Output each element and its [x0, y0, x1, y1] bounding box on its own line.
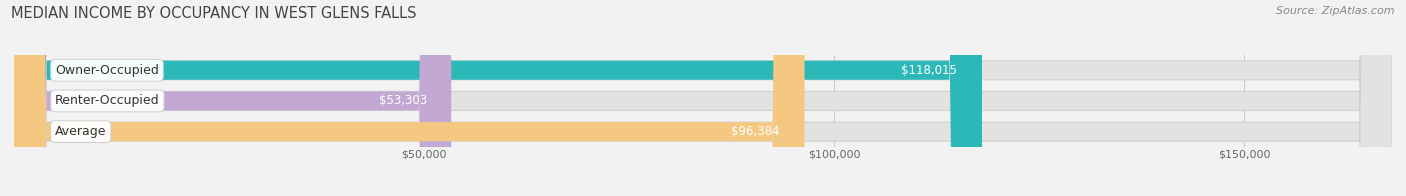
Text: $118,015: $118,015	[901, 64, 957, 77]
FancyBboxPatch shape	[14, 0, 451, 196]
Text: $53,303: $53,303	[378, 94, 426, 107]
Text: MEDIAN INCOME BY OCCUPANCY IN WEST GLENS FALLS: MEDIAN INCOME BY OCCUPANCY IN WEST GLENS…	[11, 6, 416, 21]
Text: Average: Average	[55, 125, 107, 138]
Text: $96,384: $96,384	[731, 125, 780, 138]
Text: Renter-Occupied: Renter-Occupied	[55, 94, 160, 107]
FancyBboxPatch shape	[14, 0, 804, 196]
FancyBboxPatch shape	[14, 0, 1392, 196]
FancyBboxPatch shape	[14, 0, 1392, 196]
Text: Source: ZipAtlas.com: Source: ZipAtlas.com	[1277, 6, 1395, 16]
Text: Owner-Occupied: Owner-Occupied	[55, 64, 159, 77]
FancyBboxPatch shape	[14, 0, 1392, 196]
FancyBboxPatch shape	[14, 0, 981, 196]
